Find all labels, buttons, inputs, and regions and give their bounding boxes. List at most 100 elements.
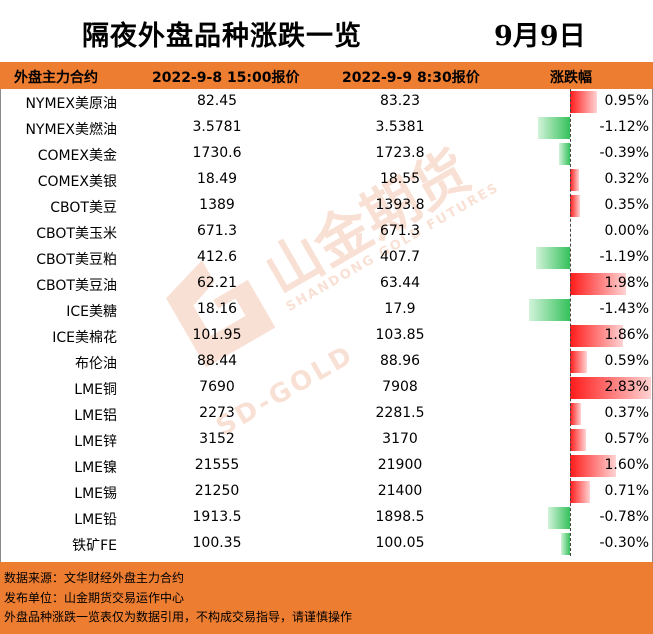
change-percent: -1.43% — [599, 301, 649, 317]
contract-name: NYMEX美燃油 — [25, 122, 117, 138]
prev-price: 21555 — [194, 457, 240, 473]
change-bar — [547, 507, 570, 529]
header-curr-price: 2022-9-9 8:30报价 — [342, 70, 480, 86]
prev-price: 82.45 — [196, 93, 238, 109]
table-row: LME镍 21555 21900 1.60% — [0, 453, 653, 479]
prev-price: 21250 — [194, 483, 240, 499]
change-bar — [570, 351, 587, 373]
change-axis-line — [570, 89, 571, 556]
table-row: COMEX美银 18.49 18.55 0.32% — [0, 167, 653, 193]
table-row: ICE美糖 18.16 17.9 -1.43% — [0, 297, 653, 323]
change-percent: 0.00% — [604, 223, 649, 239]
contract-name: 铁矿FE — [72, 538, 117, 554]
change-bar — [570, 403, 581, 425]
contract-name: CBOT美豆 — [50, 200, 117, 216]
table-row: NYMEX美燃油 3.5781 3.5381 -1.12% — [0, 115, 653, 141]
table-header: 外盘主力合约 2022-9-8 15:00报价 2022-9-9 8:30报价 … — [0, 62, 653, 89]
page-title: 隔夜外盘品种涨跌一览 — [82, 21, 362, 52]
contract-name: LME锡 — [74, 486, 117, 502]
contract-name: CBOT美豆油 — [36, 278, 117, 294]
table-row: 布伦油 88.44 88.96 0.59% — [0, 349, 653, 375]
prev-price: 18.49 — [196, 171, 238, 187]
change-bar — [570, 195, 580, 217]
table-row: CBOT美豆粕 412.6 407.7 -1.19% — [0, 245, 653, 271]
header-contract: 外盘主力合约 — [14, 70, 98, 86]
change-bar — [561, 533, 570, 555]
curr-price: 3.5381 — [375, 119, 425, 135]
curr-price: 17.9 — [384, 301, 416, 317]
curr-price: 100.05 — [375, 535, 425, 551]
change-percent: 2.83% — [604, 379, 649, 395]
prev-price: 88.44 — [196, 353, 238, 369]
curr-price: 671.3 — [379, 223, 421, 239]
title-bar: 隔夜外盘品种涨跌一览 9月9日 — [0, 0, 653, 62]
table-row: LME锌 3152 3170 0.57% — [0, 427, 653, 453]
curr-price: 407.7 — [379, 249, 421, 265]
contract-name: ICE美棉花 — [52, 330, 117, 346]
change-percent: 0.57% — [604, 431, 649, 447]
change-bar — [570, 325, 623, 347]
change-percent: 0.71% — [604, 483, 649, 499]
prev-price: 62.21 — [196, 275, 238, 291]
prev-price: 1389 — [199, 197, 235, 213]
footer-disclaimer: 外盘品种涨跌一览表仅为数据引用，不构成交易指导，请谨慎操作 — [4, 610, 353, 624]
table-row: LME铝 2273 2281.5 0.37% — [0, 401, 653, 427]
change-bar — [536, 247, 570, 269]
table-row: CBOT美豆 1389 1393.8 0.35% — [0, 193, 653, 219]
contract-name: LME铝 — [74, 408, 117, 424]
curr-price: 21900 — [377, 457, 423, 473]
contract-name: LME锌 — [74, 434, 117, 450]
change-percent: -0.39% — [599, 145, 649, 161]
curr-price: 18.55 — [379, 171, 421, 187]
table-row: LME锡 21250 21400 0.71% — [0, 479, 653, 505]
change-bar — [558, 143, 570, 165]
change-bar — [538, 117, 570, 139]
change-percent: 0.35% — [604, 197, 649, 213]
contract-name: NYMEX美原油 — [25, 96, 117, 112]
contract-name: 布伦油 — [75, 356, 117, 372]
table-row: CBOT美豆油 62.21 63.44 1.98% — [0, 271, 653, 297]
curr-price: 1723.8 — [375, 145, 425, 161]
prev-price: 3152 — [199, 431, 235, 447]
change-percent: 0.37% — [604, 405, 649, 421]
table-row: LME铜 7690 7908 2.83% — [0, 375, 653, 401]
prev-price: 3.5781 — [192, 119, 242, 135]
footer: 数据来源：文华财经外盘主力合约 发布单位：山金期货交易运作中心 外盘品种涨跌一览… — [0, 562, 653, 634]
footer-source: 数据来源：文华财经外盘主力合约 — [4, 571, 185, 585]
contract-name: ICE美糖 — [66, 304, 117, 320]
curr-price: 3170 — [382, 431, 418, 447]
curr-price: 21400 — [377, 483, 423, 499]
table-row: NYMEX美原油 82.45 83.23 0.95% — [0, 89, 653, 115]
table-row: ICE美棉花 101.95 103.85 1.86% — [0, 323, 653, 349]
contract-name: CBOT美玉米 — [36, 226, 117, 242]
contract-name: LME镍 — [74, 460, 117, 476]
change-bar — [570, 169, 580, 191]
curr-price: 2281.5 — [375, 405, 425, 421]
curr-price: 88.96 — [379, 353, 421, 369]
change-percent: 1.98% — [604, 275, 649, 291]
table-row: CBOT美玉米 671.3 671.3 0.00% — [0, 219, 653, 245]
footer-publisher: 发布单位：山金期货交易运作中心 — [4, 591, 185, 605]
prev-price: 18.16 — [196, 301, 238, 317]
curr-price: 7908 — [382, 379, 418, 395]
prev-price: 100.35 — [192, 535, 242, 551]
prev-price: 412.6 — [196, 249, 238, 265]
header-prev-price: 2022-9-8 15:00报价 — [152, 70, 300, 86]
change-bar — [570, 91, 598, 113]
change-bar — [570, 273, 627, 295]
change-percent: -0.30% — [599, 535, 649, 551]
curr-price: 1393.8 — [375, 197, 425, 213]
prev-price: 1730.6 — [192, 145, 242, 161]
change-bar — [529, 299, 570, 321]
change-percent: 1.60% — [604, 457, 649, 473]
contract-name: COMEX美银 — [37, 174, 117, 190]
prev-price: 7690 — [199, 379, 235, 395]
contract-name: LME铅 — [74, 512, 117, 528]
prev-price: 2273 — [199, 405, 235, 421]
table-row: COMEX美金 1730.6 1723.8 -0.39% — [0, 141, 653, 167]
prev-price: 671.3 — [196, 223, 238, 239]
report-date: 9月9日 — [494, 21, 586, 52]
prev-price: 101.95 — [192, 327, 242, 343]
change-percent: -1.12% — [599, 119, 649, 135]
change-percent: 0.59% — [604, 353, 649, 369]
